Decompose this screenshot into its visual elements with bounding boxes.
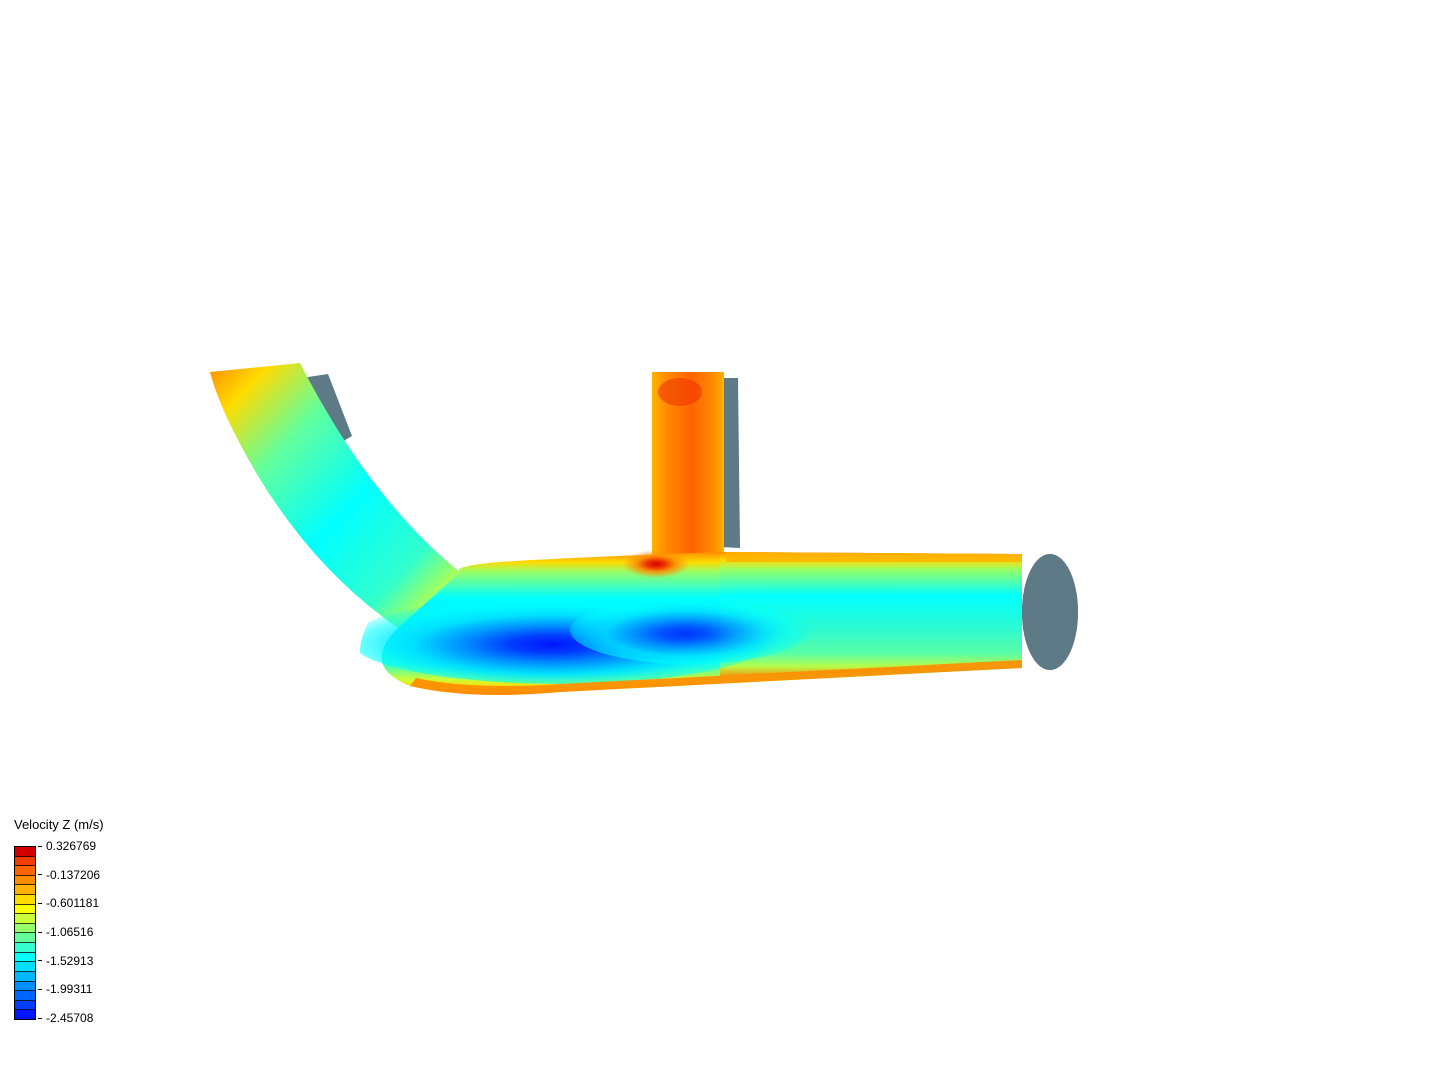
legend-tick-label: -1.52913 xyxy=(46,955,93,967)
legend-tick-label: -0.137206 xyxy=(46,869,100,881)
legend-segment xyxy=(15,953,35,963)
legend-tick-label: -1.99311 xyxy=(46,983,92,995)
simulation-viewport: Velocity Z (m/s) 0.326769 -0.137206 -0.601… xyxy=(0,0,1440,1080)
legend-segment xyxy=(15,876,35,886)
legend-segment xyxy=(15,982,35,992)
legend-tick: -0.137206 xyxy=(38,869,100,881)
legend-segment xyxy=(15,1001,35,1011)
branch-pipe xyxy=(652,372,724,568)
legend-segment xyxy=(15,972,35,982)
legend-segment xyxy=(15,857,35,867)
legend-segment xyxy=(15,895,35,905)
outlet-end-cap xyxy=(1022,554,1078,670)
legend-segment xyxy=(15,847,35,857)
legend-segment xyxy=(15,885,35,895)
color-legend: Velocity Z (m/s) 0.326769 -0.137206 -0.601… xyxy=(14,817,122,1020)
legend-title: Velocity Z (m/s) xyxy=(14,817,122,832)
legend-segment xyxy=(15,924,35,934)
legend-segment xyxy=(15,991,35,1001)
legend-tick: -2.45708 xyxy=(38,1012,93,1024)
legend-tick: -1.06516 xyxy=(38,926,93,938)
legend-segment xyxy=(15,962,35,972)
legend-segment xyxy=(15,933,35,943)
legend-segment xyxy=(15,866,35,876)
legend-segment xyxy=(15,905,35,915)
legend-tick: -0.601181 xyxy=(38,897,99,909)
legend-tick: -1.52913 xyxy=(38,955,93,967)
legend-segment xyxy=(15,914,35,924)
legend-tick: -1.99311 xyxy=(38,983,92,995)
legend-tick-label: -1.06516 xyxy=(46,926,93,938)
legend-segment xyxy=(15,943,35,953)
branch-junction-hotspot xyxy=(622,550,690,578)
wall-boundary-top xyxy=(726,552,1022,562)
legend-tick: 0.326769 xyxy=(38,840,96,852)
legend-tick-label: -2.45708 xyxy=(46,1012,93,1024)
legend-ticks: 0.326769-0.137206-0.601181-1.06516-1.529… xyxy=(38,846,122,1018)
legend-segment xyxy=(15,1010,35,1019)
legend-tick-label: 0.326769 xyxy=(46,840,96,852)
legend-color-bar xyxy=(14,846,36,1020)
legend-tick-label: -0.601181 xyxy=(46,897,99,909)
velocity-contour-figure xyxy=(0,0,1440,1080)
